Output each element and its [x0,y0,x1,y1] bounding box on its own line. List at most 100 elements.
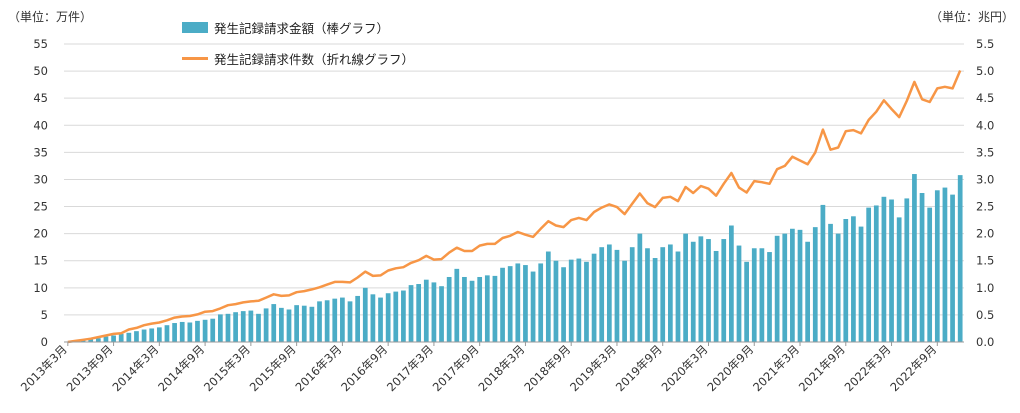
amount-bar [904,198,910,342]
amount-bar [332,298,338,342]
amount-bar [599,247,605,342]
x-tick-label: 2019年9月 [613,342,665,394]
amount-bar [286,309,292,342]
amount-bar [744,261,749,342]
amount-bar [812,227,818,342]
amount-bar [248,310,254,342]
amount-bar [645,248,650,342]
x-tick-label: 2019年3月 [567,342,619,394]
amount-bar [942,187,948,342]
amount-bar [568,259,574,342]
x-tick-label: 2018年3月 [476,342,528,394]
amount-bar [294,305,299,342]
amount-bar [179,321,185,342]
amount-bar [462,276,467,342]
amount-bar [706,239,711,342]
right-tick-label: 2.5 [976,200,994,214]
left-axis-unit: （単位：万件） [8,10,93,24]
amount-bar [553,260,559,342]
left-tick-label: 10 [33,281,48,295]
amount-bar [523,265,528,342]
amount-bar [225,313,231,342]
amount-bar [545,251,551,342]
amount-bar [950,194,955,342]
amount-bar [873,205,879,342]
amount-bar [126,332,132,342]
amount-bar [767,252,772,342]
left-tick-label: 30 [33,172,48,186]
left-tick-label: 55 [33,37,48,51]
amount-bar [881,196,887,342]
x-tick-label: 2022年3月 [842,342,894,394]
amount-bar [408,285,414,342]
amount-bar [889,199,894,342]
amount-bar [103,336,109,342]
x-tick-label: 2015年9月 [247,342,299,394]
amount-bar [858,226,864,342]
amount-bar [721,239,727,342]
amount-bar [919,193,925,342]
x-tick-label: 2015年3月 [201,342,253,394]
amount-bar [401,290,406,342]
amount-bar [927,207,933,342]
amount-bar [156,327,162,342]
amount-bar [538,263,544,342]
amount-bar [729,225,734,342]
amount-bar [782,233,788,342]
amount-bar [134,331,139,342]
amount-bar [217,314,223,342]
amount-bar [866,207,872,342]
amount-bar [477,276,483,342]
amount-bar [240,311,246,342]
legend-line-entry: 発生記録請求件数（折れ線グラフ） [182,49,414,68]
x-tick-label: 2017年9月 [430,342,482,394]
amount-bar [622,260,627,342]
amount-bar [111,335,116,342]
amount-bar [606,244,612,342]
amount-bar [820,204,826,342]
amount-bar [896,217,902,342]
x-tick-label: 2013年9月 [64,342,116,394]
amount-bar [263,308,269,342]
amount-bar [393,291,399,342]
amount-bar [652,258,658,342]
amount-bar [675,251,681,342]
amount-bar [279,307,284,342]
amount-bar [843,219,849,342]
x-tick-label: 2017年3月 [384,342,436,394]
amount-bar [790,228,795,342]
amount-bar [416,284,422,342]
amount-bar [957,175,963,342]
amount-bar [141,329,147,342]
amount-bar [660,247,666,342]
amount-bar [851,216,856,342]
amount-bar [629,247,635,342]
amount-bar [210,318,216,342]
amount-bar [301,305,307,342]
amount-bar [576,258,582,342]
amount-bar [759,248,765,342]
amount-bar [385,293,391,342]
amount-bar [80,340,86,342]
amount-bar [912,174,917,342]
legend-bar-swatch [182,22,208,33]
amount-bar [118,333,124,342]
amount-bar [934,190,940,342]
legend-bar-entry: 発生記録請求金額（棒グラフ） [182,18,389,37]
amount-bar [362,287,368,342]
x-tick-label: 2016年3月 [292,342,344,394]
x-tick-label: 2014年9月 [155,342,207,394]
legend-line-label: 発生記録請求件数（折れ線グラフ） [214,52,415,67]
left-tick-label: 0 [41,335,48,349]
amount-bar [149,328,155,342]
amount-bar [500,267,505,342]
x-tick-label: 2021年3月 [750,342,802,394]
amount-bar [667,244,673,342]
amount-bar [446,276,452,342]
right-tick-label: 4.0 [976,118,994,132]
amount-bar [256,313,261,342]
amount-bar [317,301,322,342]
right-tick-label: 3.0 [976,172,994,186]
amount-bar [324,300,330,342]
amount-bar [797,229,803,342]
